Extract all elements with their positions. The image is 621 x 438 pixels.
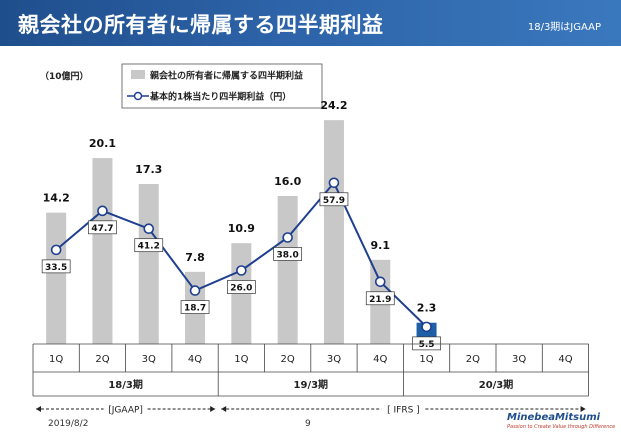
eps-label-box-3 xyxy=(180,300,210,314)
eps-label-box-1 xyxy=(88,220,117,235)
legend-bar-swatch xyxy=(131,70,145,79)
eps-value-label-7: 21.9 xyxy=(369,295,391,305)
x-tick-label-1: 2Q xyxy=(95,354,109,365)
footer-date: 2019/8/2 xyxy=(48,419,89,429)
eps-label-box-2 xyxy=(134,238,164,253)
x-tick-label-10: 3Q xyxy=(512,354,526,365)
standard-arrowhead-right-1 xyxy=(580,406,586,412)
page-title: 親会社の所有者に帰属する四半期利益 xyxy=(18,13,384,37)
eps-marker-8 xyxy=(421,321,432,333)
eps-value-label-5: 38.0 xyxy=(277,251,299,261)
eps-label-box-0 xyxy=(41,259,71,274)
period-label-1: 19/3期 xyxy=(294,378,329,391)
accounting-note: 18/3期はJGAAP xyxy=(527,22,601,33)
standard-arrowhead-right-0 xyxy=(210,406,216,412)
bar-value-label-8: 2.3 xyxy=(417,302,437,315)
page-number: 9 xyxy=(305,419,311,429)
bar-value-label-4: 10.9 xyxy=(228,222,255,235)
x-tick-label-9: 2Q xyxy=(466,354,480,365)
x-tick-label-4: 1Q xyxy=(234,354,248,365)
x-tick-label-8: 1Q xyxy=(419,354,433,365)
x-tick-label-0: 1Q xyxy=(49,354,63,365)
eps-value-label-4: 26.0 xyxy=(230,284,252,294)
legend-box xyxy=(121,63,323,109)
standard-label-1: [ IFRS ] xyxy=(387,406,420,416)
bar-value-label-1: 20.1 xyxy=(89,137,116,150)
x-tick-label-5: 2Q xyxy=(281,354,295,365)
unit-label: （10億円） xyxy=(40,70,89,82)
eps-marker-5 xyxy=(282,232,293,243)
eps-label-box-5 xyxy=(273,247,302,261)
logo-text: MinebeaMitsumi xyxy=(507,412,601,423)
eps-marker-2 xyxy=(143,223,155,234)
eps-value-label-2: 41.2 xyxy=(138,242,160,252)
header-bar: 親会社の所有者に帰属する四半期利益 18/3期はJGAAP xyxy=(0,0,621,46)
standard-label-0: [JGAAP] xyxy=(108,406,143,416)
eps-marker-6 xyxy=(328,177,340,189)
bar-6 xyxy=(323,120,344,345)
eps-label-box-7 xyxy=(365,291,395,306)
eps-label-box-4 xyxy=(227,280,256,294)
bar-value-label-7: 9.1 xyxy=(371,239,391,252)
eps-marker-7 xyxy=(374,276,386,288)
standard-arrowhead-left-0 xyxy=(36,406,41,412)
period-label-2: 20/3期 xyxy=(479,378,514,391)
logo-tagline: Passion to Create Value through Differen… xyxy=(507,424,616,430)
eps-value-label-1: 47.7 xyxy=(91,224,113,234)
x-tick-label-6: 3Q xyxy=(327,354,341,365)
eps-value-label-0: 33.5 xyxy=(45,263,67,273)
bar-2 xyxy=(138,183,159,344)
x-tick-label-7: 4Q xyxy=(373,354,387,365)
eps-value-label-8: 5.5 xyxy=(419,340,435,350)
standard-arrowhead-left-1 xyxy=(221,406,227,412)
legend-bar-label: 親会社の所有者に帰属する四半期利益 xyxy=(150,70,303,82)
eps-marker-4 xyxy=(236,265,247,276)
eps-label-box-8 xyxy=(412,336,441,351)
company-logo: MinebeaMitsumi Passion to Create Value t… xyxy=(507,412,616,434)
bar-1 xyxy=(92,158,113,344)
x-tick-label-11: 4Q xyxy=(558,354,572,365)
x-tick-label-3: 4Q xyxy=(188,354,202,365)
bar-value-label-2: 17.3 xyxy=(135,163,162,176)
eps-value-label-3: 18.7 xyxy=(184,304,206,314)
bar-value-label-5: 16.0 xyxy=(274,175,301,188)
bar-value-label-3: 7.8 xyxy=(185,251,205,264)
eps-marker-3 xyxy=(189,285,201,296)
legend-marker xyxy=(133,91,143,101)
bar-5 xyxy=(277,196,298,344)
legend-line-label: 基本的1株当たり四半期利益（円） xyxy=(149,91,291,103)
bar-0 xyxy=(46,212,67,344)
eps-label-box-6 xyxy=(319,192,349,207)
period-label-0: 18/3期 xyxy=(108,378,143,391)
bar-value-label-0: 14.2 xyxy=(43,192,70,205)
bar-value-label-6: 24.2 xyxy=(320,99,347,112)
eps-marker-1 xyxy=(97,205,108,217)
eps-value-label-6: 57.9 xyxy=(323,196,345,206)
x-tick-label-2: 3Q xyxy=(142,354,156,365)
eps-marker-0 xyxy=(50,244,62,256)
